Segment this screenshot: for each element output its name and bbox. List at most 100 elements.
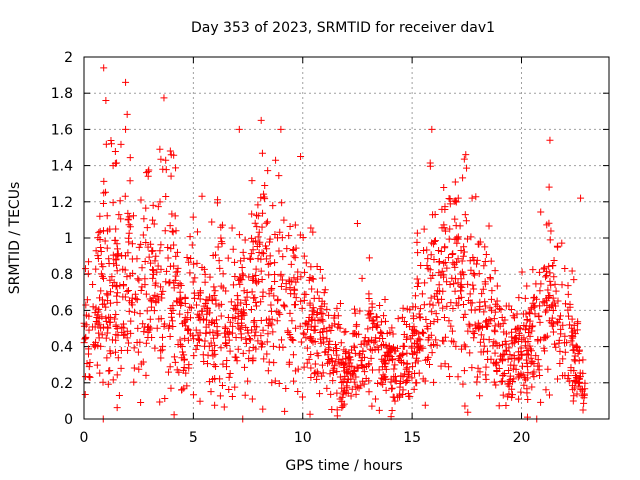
data-point (360, 337, 368, 345)
data-point (305, 314, 313, 322)
data-point (328, 322, 336, 330)
data-point (277, 272, 285, 280)
data-point (207, 339, 215, 347)
data-point (552, 302, 560, 310)
data-point (297, 338, 305, 346)
data-point (275, 247, 283, 255)
data-point (136, 338, 144, 346)
data-point (534, 356, 542, 364)
data-point (559, 321, 567, 329)
data-point (364, 338, 372, 346)
data-point (133, 296, 141, 304)
data-point (106, 318, 114, 326)
data-point (233, 292, 241, 300)
data-point (89, 303, 97, 311)
data-point (263, 245, 271, 253)
data-point (321, 286, 329, 294)
data-point (259, 288, 267, 296)
data-point (340, 328, 348, 336)
data-point (256, 238, 264, 246)
data-point (218, 238, 226, 246)
data-point (254, 212, 262, 220)
data-point (530, 360, 538, 368)
data-point (104, 324, 112, 332)
data-point (452, 198, 460, 206)
data-point (459, 252, 467, 260)
data-point (227, 298, 235, 306)
data-point (445, 194, 453, 202)
data-point (432, 310, 440, 318)
data-point (333, 389, 341, 397)
data-point (548, 322, 556, 330)
data-point (93, 361, 101, 369)
data-point (438, 337, 446, 345)
data-point (261, 195, 269, 203)
data-point (524, 351, 532, 359)
data-point (510, 361, 518, 369)
data-point (524, 337, 532, 345)
y-tick-label: 0.8 (51, 267, 73, 283)
data-point (126, 154, 134, 162)
data-point (542, 273, 550, 281)
data-point (399, 373, 407, 381)
data-point (553, 318, 561, 326)
data-point (540, 265, 548, 273)
data-point (192, 301, 200, 309)
data-point (342, 328, 350, 336)
data-point (154, 203, 162, 211)
data-point (173, 248, 181, 256)
data-point (143, 224, 151, 232)
data-point (150, 307, 158, 315)
data-point (431, 292, 439, 300)
data-point (466, 322, 474, 330)
data-point (148, 297, 156, 305)
data-point (300, 330, 308, 338)
x-tick-labels: 0 5 10 15 20 (80, 430, 531, 446)
data-point (160, 322, 168, 330)
data-point (469, 269, 477, 277)
data-point (172, 164, 180, 172)
data-point (266, 238, 274, 246)
data-point (556, 312, 564, 320)
data-point (474, 240, 482, 248)
data-point (561, 348, 569, 356)
data-point (281, 407, 289, 415)
data-point (479, 348, 487, 356)
data-point (123, 287, 131, 295)
y-tick-label: 0.2 (51, 376, 73, 392)
data-point (515, 354, 523, 362)
data-point (257, 339, 265, 347)
y-tick-label: 0.4 (51, 340, 73, 356)
data-point (248, 234, 256, 242)
data-point (236, 275, 244, 283)
data-point (171, 212, 179, 220)
data-point (448, 327, 456, 335)
data-point (242, 335, 250, 343)
data-point (95, 229, 103, 237)
data-point (110, 260, 118, 268)
data-point (173, 366, 181, 374)
data-point (97, 243, 105, 251)
data-point (446, 281, 454, 289)
data-point (189, 278, 197, 286)
data-point (251, 219, 259, 227)
data-point (323, 305, 331, 313)
data-point (399, 350, 407, 358)
data-point (249, 238, 257, 246)
data-point (319, 310, 327, 318)
data-point (141, 257, 149, 265)
data-point (556, 359, 564, 367)
data-point (545, 219, 553, 227)
data-point (529, 299, 537, 307)
data-point (247, 255, 255, 263)
data-point (187, 314, 195, 322)
data-point (201, 278, 209, 286)
data-point (270, 292, 278, 300)
data-point (118, 323, 126, 331)
data-point (556, 347, 564, 355)
data-point (478, 290, 486, 298)
data-point (405, 372, 413, 380)
data-point (143, 307, 151, 315)
data-point (117, 347, 125, 355)
data-point (196, 316, 204, 324)
